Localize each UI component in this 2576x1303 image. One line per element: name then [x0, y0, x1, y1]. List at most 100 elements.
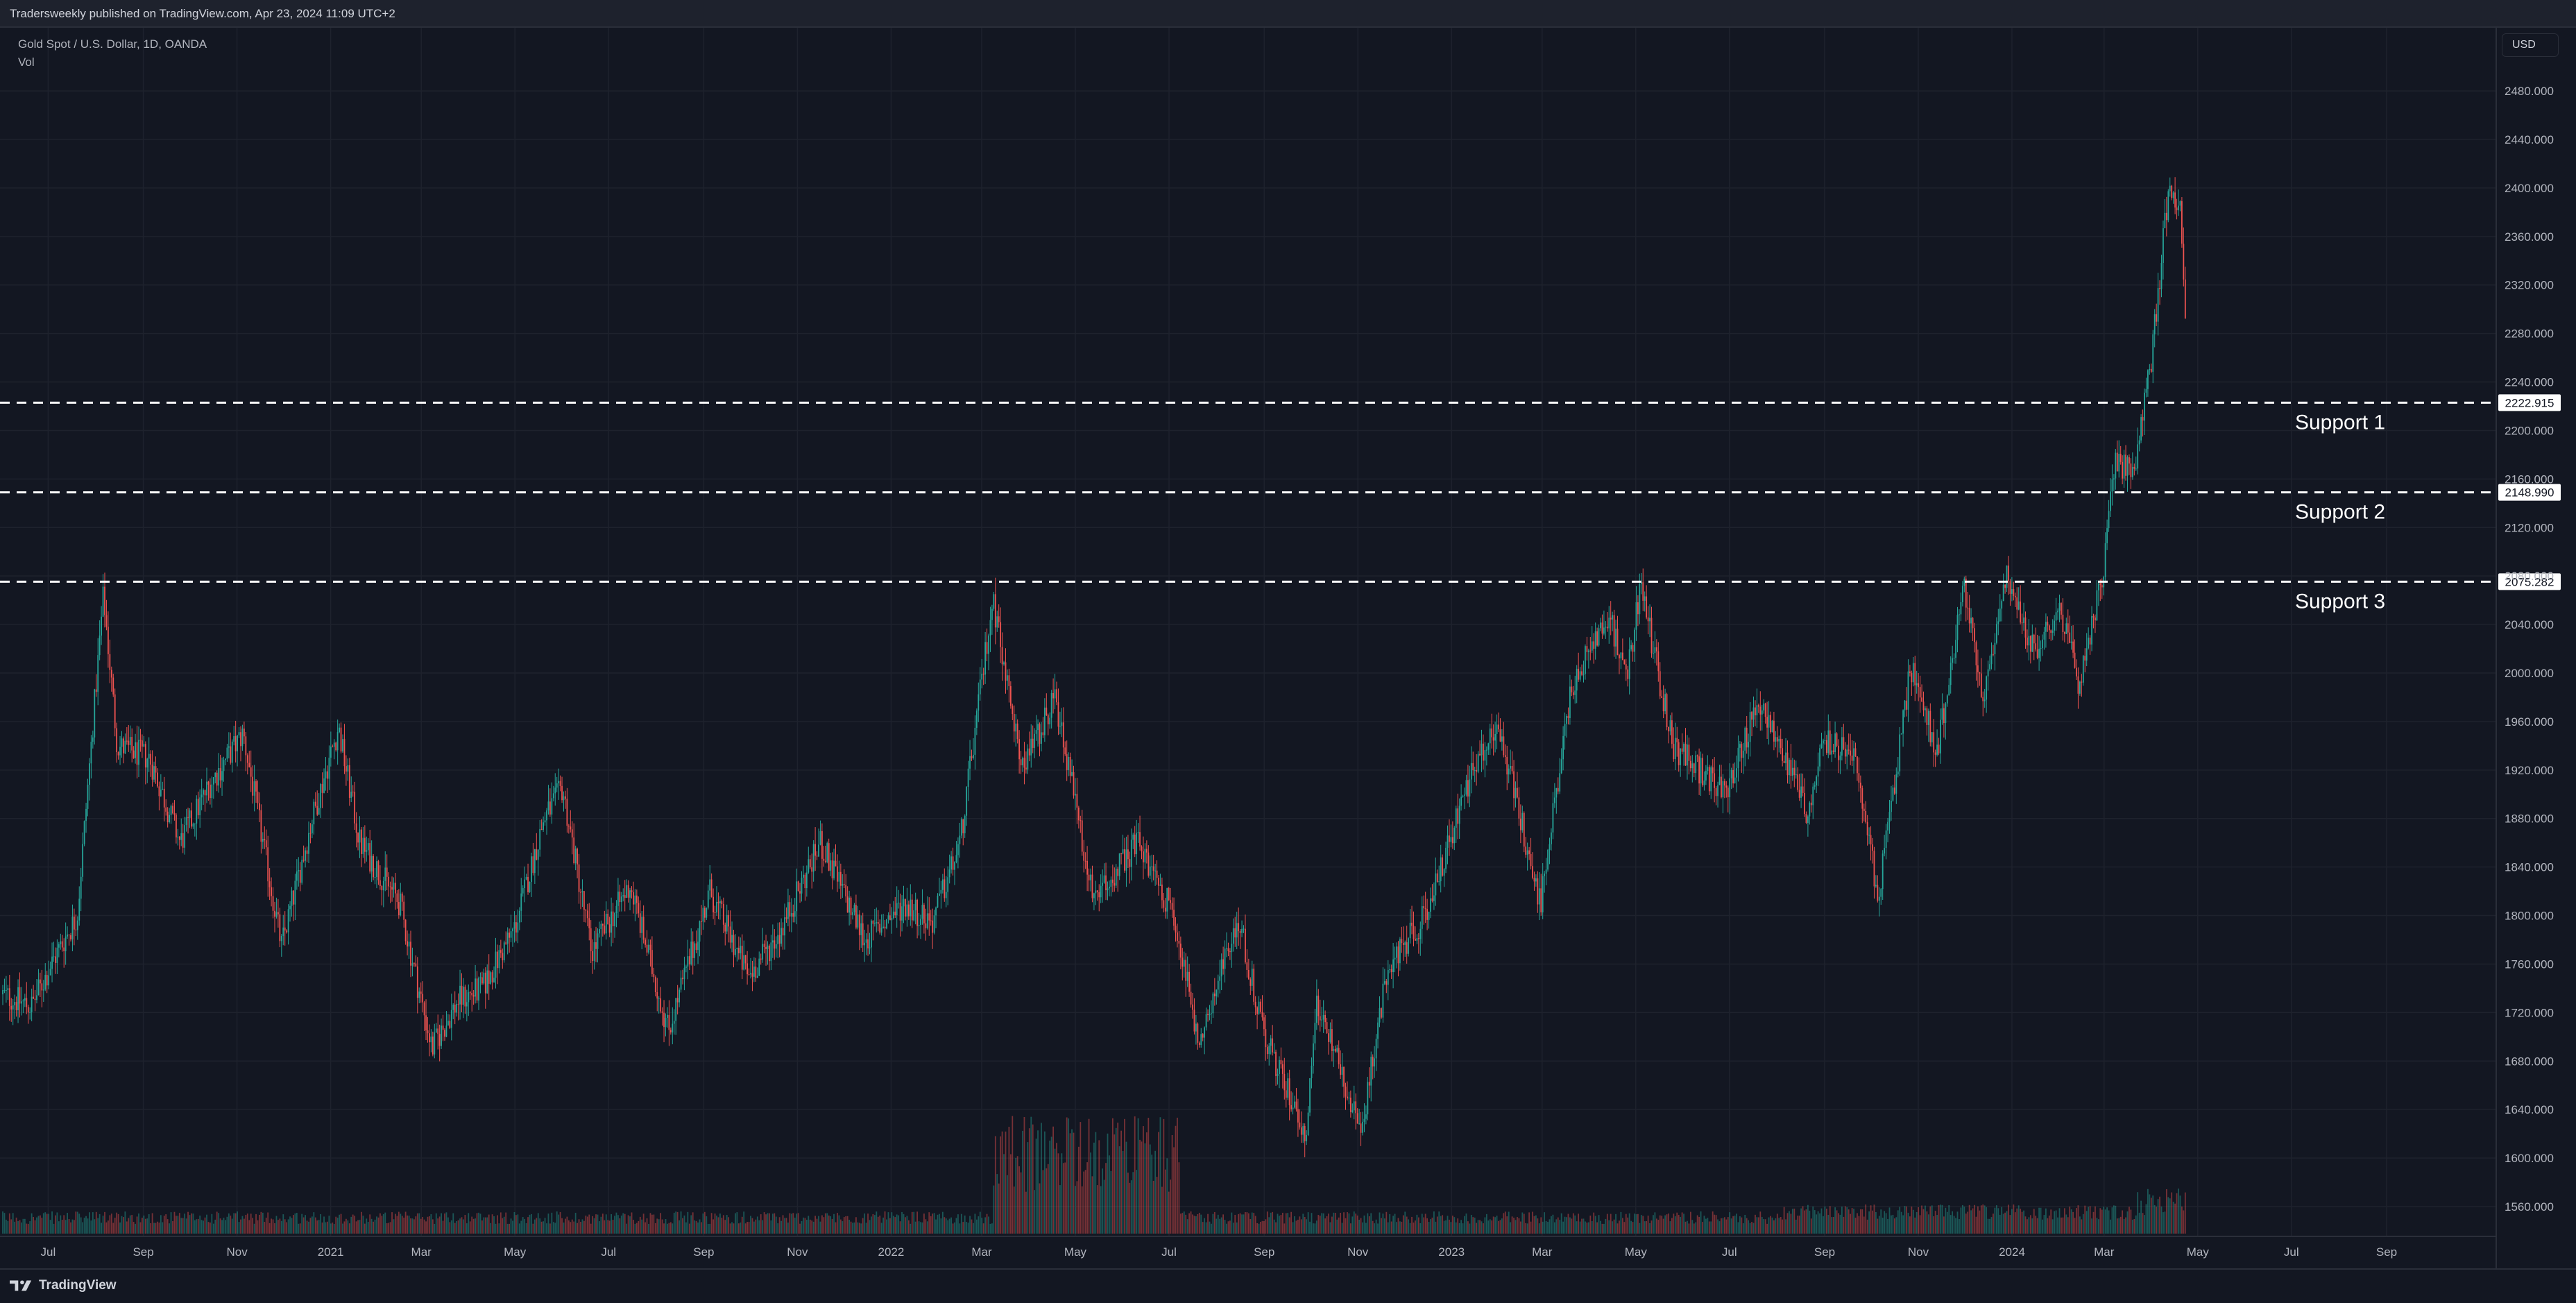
support-label[interactable]: Support 3: [2295, 590, 2385, 613]
volume-bar: [1306, 1219, 1308, 1234]
volume-bar: [626, 1223, 628, 1234]
time-tick-label: Jul: [601, 1245, 616, 1259]
candle-body: [1887, 821, 1888, 831]
volume-bar: [574, 1212, 577, 1234]
volume-bar: [991, 1223, 993, 1234]
volume-bar: [1934, 1211, 1936, 1234]
candle-body: [1615, 629, 1617, 647]
volume-bar: [430, 1214, 432, 1234]
candle-body: [1141, 846, 1143, 852]
candle-body: [1931, 732, 1933, 742]
candle-body: [981, 674, 983, 680]
volume-bar: [1878, 1216, 1880, 1234]
volume-bar: [396, 1216, 398, 1234]
volume-bar: [1982, 1204, 1984, 1234]
candle-body: [1041, 732, 1042, 744]
volume-bar: [2174, 1203, 2176, 1234]
volume-bar: [1001, 1131, 1003, 1234]
candle-body: [2035, 643, 2037, 650]
volume-bar: [332, 1223, 334, 1234]
candle-body: [2065, 623, 2067, 634]
volume-bar: [2079, 1216, 2081, 1234]
candle-body: [1265, 1029, 1267, 1048]
candle-body: [450, 1010, 452, 1028]
candle-body: [1608, 618, 1610, 629]
candle-body: [434, 1032, 436, 1055]
candle-body: [735, 948, 736, 955]
candle-body: [70, 935, 71, 939]
candle-body: [1820, 743, 1823, 749]
volume-bar: [1804, 1210, 1805, 1234]
volume-bar: [1838, 1213, 1839, 1234]
candle-body: [1975, 642, 1977, 665]
candle-body: [373, 855, 374, 878]
support-label[interactable]: Support 2: [2295, 501, 2385, 524]
volume-bar: [1168, 1191, 1170, 1234]
volume-bar: [1435, 1221, 1437, 1234]
candle-body: [366, 850, 368, 852]
candle-body: [1336, 1048, 1338, 1052]
volume-bar: [1776, 1213, 1778, 1234]
tradingview-logo[interactable]: TradingView: [10, 1278, 117, 1293]
volume-bar: [2016, 1208, 2018, 1234]
volume-bar: [221, 1220, 223, 1234]
candle-body: [1632, 645, 1634, 652]
candle-body: [539, 828, 541, 850]
currency-button[interactable]: USD: [2502, 33, 2559, 57]
candle-body: [636, 895, 638, 903]
candle-body: [1130, 840, 1132, 867]
volume-bar: [586, 1216, 588, 1234]
candle-body: [599, 929, 600, 934]
volume-bar: [592, 1216, 594, 1234]
candle-body: [325, 771, 327, 778]
support-label[interactable]: Support 1: [2295, 411, 2385, 434]
candle-body: [1666, 694, 1668, 727]
candle-body: [682, 978, 683, 980]
volume-bar: [638, 1220, 640, 1234]
candle-body: [1003, 662, 1005, 665]
volume-bar: [1209, 1221, 1211, 1234]
candle-body: [2138, 440, 2140, 445]
volume-bar: [1088, 1118, 1090, 1234]
volume-bar: [441, 1213, 442, 1234]
candle-body: [138, 740, 139, 765]
candle-body: [1443, 869, 1445, 876]
volume-bar: [1171, 1134, 1173, 1234]
volume-bar: [565, 1218, 566, 1234]
candle-body: [1748, 742, 1750, 748]
candle-body: [512, 928, 513, 932]
candle-body: [1421, 906, 1423, 929]
volume-bar: [948, 1218, 950, 1234]
time-tick-label: Sep: [1814, 1245, 1835, 1259]
volume-bar: [1239, 1213, 1241, 1234]
volume-bar: [1000, 1136, 1002, 1234]
candle-body: [1281, 1064, 1283, 1074]
volume-bar: [278, 1220, 279, 1234]
volume-bar: [911, 1211, 913, 1234]
volume-bar: [1217, 1214, 1219, 1234]
candle-body: [22, 1000, 24, 1002]
volume-bar: [316, 1220, 318, 1234]
volume-bar: [1382, 1213, 1384, 1234]
volume-bar: [182, 1218, 184, 1234]
candle-body: [1190, 991, 1192, 1005]
price-tick-label: 2000.000: [2505, 667, 2554, 680]
volume-indicator-label[interactable]: Vol: [18, 56, 35, 69]
symbol-title[interactable]: Gold Spot / U.S. Dollar, 1D, OANDA: [18, 37, 207, 51]
candle-body: [1683, 743, 1684, 752]
candle-body: [816, 855, 818, 857]
volume-bar: [1020, 1172, 1022, 1234]
candle-body: [335, 742, 337, 751]
volume-bar: [1853, 1209, 1854, 1234]
candle-body: [1145, 849, 1148, 853]
volume-bar: [1621, 1218, 1623, 1234]
candle-body: [1705, 770, 1707, 781]
volume-bar: [1043, 1131, 1046, 1234]
volume-bar: [1544, 1212, 1546, 1234]
candle-body: [350, 792, 352, 798]
candle-body: [1827, 730, 1829, 753]
candle-body: [388, 876, 390, 887]
candle-body: [1000, 622, 1002, 647]
volume-bar: [1152, 1180, 1154, 1234]
